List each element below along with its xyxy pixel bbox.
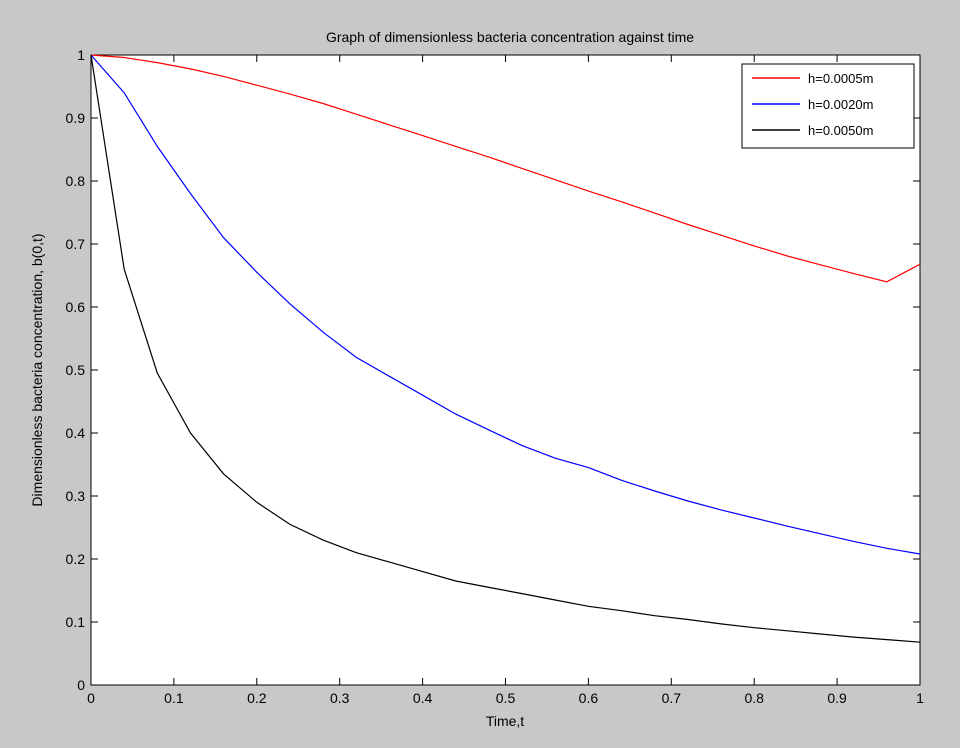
chart-title: Graph of dimensionless bacteria concentr…	[326, 29, 694, 45]
x-axis-label: Time,t	[486, 713, 524, 729]
y-tick-label: 0.4	[66, 425, 86, 441]
y-tick-label: 0	[77, 677, 85, 693]
x-tick-label: 0.3	[330, 690, 350, 706]
x-tick-label: 0.6	[579, 690, 599, 706]
x-tick-label: 0.7	[662, 690, 682, 706]
x-tick-label: 0.4	[413, 690, 433, 706]
series-line-1	[90, 54, 921, 283]
y-tick-label: 1	[77, 47, 85, 63]
legend-label-1: h=0.0005m	[808, 71, 873, 86]
x-tick-label: 0.8	[744, 690, 764, 706]
y-tick-label: 0.3	[66, 488, 86, 504]
x-tick-label: 0	[87, 690, 95, 706]
legend: h=0.0005m h=0.0020m h=0.0050m	[741, 63, 915, 149]
y-tick-label: 0.6	[66, 299, 86, 315]
legend-label-3: h=0.0050m	[808, 123, 873, 138]
x-tick-label: 0.9	[827, 690, 847, 706]
x-tick-label: 0.2	[247, 690, 267, 706]
legend-label-2: h=0.0020m	[808, 97, 873, 112]
series-line-2	[90, 54, 921, 555]
y-tick-label: 0.9	[66, 110, 86, 126]
y-tick-label: 0.7	[66, 236, 86, 252]
ticks-layer: 0 0.1 0.2 0.3 0.4 0.5 0.6 0.7 0.8 0.9 1 0 0.1 0.2 0.3 0…	[66, 47, 925, 706]
y-tick-label: 0.8	[66, 173, 86, 189]
legend-items: h=0.0005m h=0.0020m h=0.0050m	[752, 71, 873, 138]
series-layer	[90, 54, 921, 643]
y-tick-label: 0.1	[66, 614, 86, 630]
x-tick-label: 1	[916, 690, 924, 706]
plot-area	[90, 54, 921, 686]
y-tick-label: 0.5	[66, 362, 86, 378]
y-tick-label: 0.2	[66, 551, 86, 567]
x-tick-label: 0.5	[496, 690, 516, 706]
y-axis-label: Dimensionless bacteria concentration, b(…	[29, 233, 45, 506]
series-line-3	[90, 54, 921, 643]
x-tick-label: 0.1	[164, 690, 184, 706]
